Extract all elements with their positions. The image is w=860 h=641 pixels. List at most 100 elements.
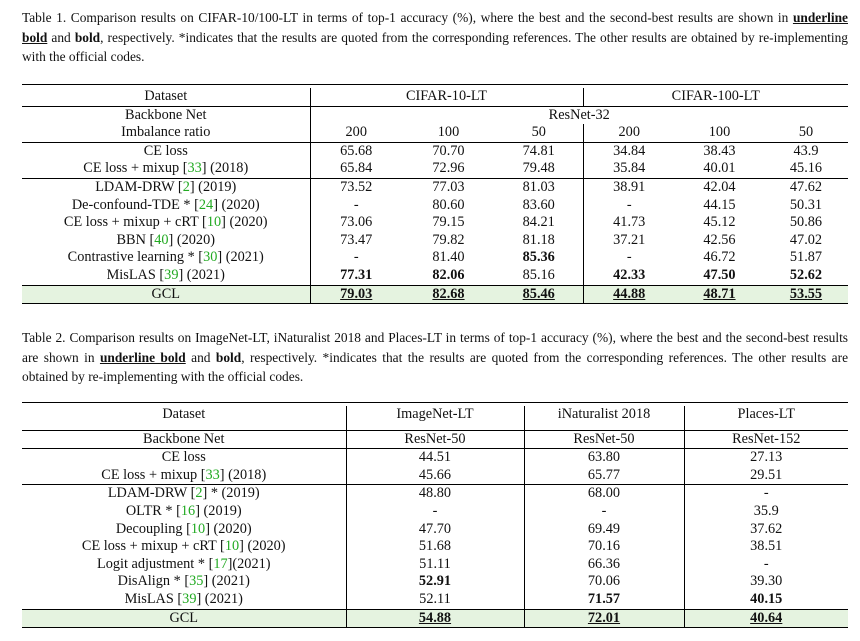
citation-link[interactable]: 30 xyxy=(203,249,218,266)
method-text: LDAM-DRW [ xyxy=(107,485,196,502)
result-cell: 27.13 xyxy=(683,448,848,467)
row-header-imbalance: Imbalance ratio xyxy=(121,124,211,141)
method-text: ] (2020) xyxy=(168,231,215,248)
result-cell: 40.15 xyxy=(683,590,848,610)
row-header-backbone: Backbone Net xyxy=(22,429,346,449)
table1-caption-text: and xyxy=(47,29,75,45)
result-cell: 84.21 xyxy=(522,214,555,231)
citation-link[interactable]: 2 xyxy=(182,178,190,195)
col-header-places: Places-LT xyxy=(683,406,848,424)
result-cell: - xyxy=(683,555,848,574)
citation-link[interactable]: 17 xyxy=(213,555,228,572)
method-text: CE loss + mixup [ xyxy=(83,160,188,177)
citation-link[interactable]: 35 xyxy=(189,573,204,590)
result-cell: - xyxy=(683,484,848,503)
citation-link[interactable]: 39 xyxy=(182,590,197,607)
method-name: Decoupling [10] (2020) xyxy=(22,521,346,539)
result-cell: 63.80 xyxy=(523,448,684,467)
method-text: ] (2020) xyxy=(221,214,268,231)
method-name: CE loss xyxy=(22,448,346,467)
method-text: ] (2020) xyxy=(205,520,252,537)
col-header-cifar10: CIFAR-10-LT xyxy=(309,88,583,107)
method-name: CE loss + mixup + cRT [10] (2020) xyxy=(22,214,310,232)
result-cell: 53.55 xyxy=(764,284,848,304)
result-cell: 77.03 xyxy=(402,177,495,197)
citation-link[interactable]: 10 xyxy=(224,538,240,555)
citation-link[interactable]: 10 xyxy=(206,214,222,231)
col-header-imagenet: ImageNet-LT xyxy=(345,406,524,424)
citation-link[interactable]: 40 xyxy=(154,231,169,248)
result-cell: 79.48 xyxy=(522,160,555,177)
result-cell: 71.57 xyxy=(523,590,684,610)
method-text: GCL xyxy=(151,285,181,302)
table-row: CE loss + mixup + cRT [10] (2020) 51.68 … xyxy=(22,538,848,556)
citation-link[interactable]: 2 xyxy=(195,485,203,502)
result-cell: 81.03 xyxy=(495,177,583,197)
result-cell: 52.62 xyxy=(789,266,823,283)
citation-link[interactable]: 10 xyxy=(190,520,206,537)
method-text: ] (2021) xyxy=(217,249,264,266)
result-cell: 85.16 xyxy=(522,266,555,283)
method-text: ] (2020) xyxy=(239,538,286,555)
bold-term: bold xyxy=(74,29,101,45)
result-cell: - xyxy=(309,249,402,267)
table-row: CE loss + mixup [33] (2018) 65.84 72.96 … xyxy=(22,160,848,179)
method-text: ] (2021) xyxy=(178,266,225,283)
table1-caption-text: , respectively. *indicates that the resu… xyxy=(22,29,849,65)
table1-caption: Table 1. Comparison results on CIFAR-10/… xyxy=(22,8,848,67)
result-cell: 45.16 xyxy=(789,160,823,177)
method-text: ] (2018) xyxy=(201,160,249,177)
table2-header-row: Dataset ImageNet-LT iNaturalist 2018 Pla… xyxy=(22,406,848,424)
result-cell: 47.62 xyxy=(764,177,848,197)
method-name: GCL xyxy=(22,284,310,304)
result-cell: 83.60 xyxy=(522,196,555,213)
result-cell: 43.9 xyxy=(764,141,848,161)
result-cell: 47.50 xyxy=(703,266,736,283)
imbalance-ratio: 100 xyxy=(437,124,460,141)
result-cell: 73.06 xyxy=(309,214,402,232)
table1: Dataset CIFAR-10-LT CIFAR-100-LT Backbon… xyxy=(22,84,848,307)
citation-link[interactable]: 39 xyxy=(164,266,179,283)
method-name: LDAM-DRW [2] (2019) xyxy=(22,177,310,197)
imbalance-ratio: 200 xyxy=(582,124,675,143)
table-row: CE loss + mixup [33] (2018) 45.66 65.77 … xyxy=(22,466,848,485)
result-cell: 79.03 xyxy=(309,284,402,304)
method-text: Contrastive learning * [ xyxy=(67,249,204,266)
table1-imbalance-row: Imbalance ratio 200 100 50 200 100 50 xyxy=(22,124,848,143)
method-text: ] (2021) xyxy=(203,573,250,590)
method-text: BBN [ xyxy=(116,231,155,248)
result-cell: 41.73 xyxy=(582,214,675,232)
method-text: MisLAS [ xyxy=(106,266,165,283)
method-name: MisLAS [39] (2021) xyxy=(22,591,346,609)
col-header-inaturalist: iNaturalist 2018 xyxy=(523,406,684,424)
table-row: CE loss + mixup + cRT [10] (2020) 73.06 … xyxy=(22,214,848,232)
underline-bold-term: underline bold xyxy=(99,349,186,365)
method-text: ] (2019) xyxy=(195,502,242,519)
result-cell: 37.62 xyxy=(683,520,848,539)
table-row: CE loss 65.68 70.70 74.81 34.84 38.43 43… xyxy=(22,141,848,161)
citation-link[interactable]: 16 xyxy=(180,502,196,519)
backbone-value: ResNet-32 xyxy=(309,105,848,125)
citation-link[interactable]: 24 xyxy=(198,196,214,213)
citation-link[interactable]: 33 xyxy=(205,466,220,483)
result-cell: 34.84 xyxy=(582,141,675,161)
result-cell: 50.31 xyxy=(789,196,823,213)
result-cell: 35.84 xyxy=(582,160,675,179)
table1-backbone-row: Backbone Net ResNet-32 xyxy=(22,105,848,125)
method-text: ] * (2019) xyxy=(202,485,260,502)
method-name: De-confound-TDE * [24] (2020) xyxy=(22,197,310,215)
citation-link[interactable]: 33 xyxy=(187,160,202,177)
result-cell: 45.12 xyxy=(703,214,736,231)
bold-term: bold xyxy=(215,349,242,365)
result-cell: 73.47 xyxy=(309,231,402,250)
result-cell: 46.72 xyxy=(703,249,736,266)
result-cell: 38.51 xyxy=(683,538,848,556)
col-header-dataset: Dataset xyxy=(162,406,206,422)
col-header-dataset: Dataset xyxy=(144,88,188,104)
result-cell: 79.82 xyxy=(432,231,465,248)
result-cell: 42.04 xyxy=(675,177,764,197)
result-cell: - xyxy=(345,502,524,521)
method-name: Logit adjustment * [17](2021) xyxy=(22,556,346,574)
imbalance-ratio: 200 xyxy=(309,124,402,143)
result-cell: 80.60 xyxy=(432,196,465,213)
